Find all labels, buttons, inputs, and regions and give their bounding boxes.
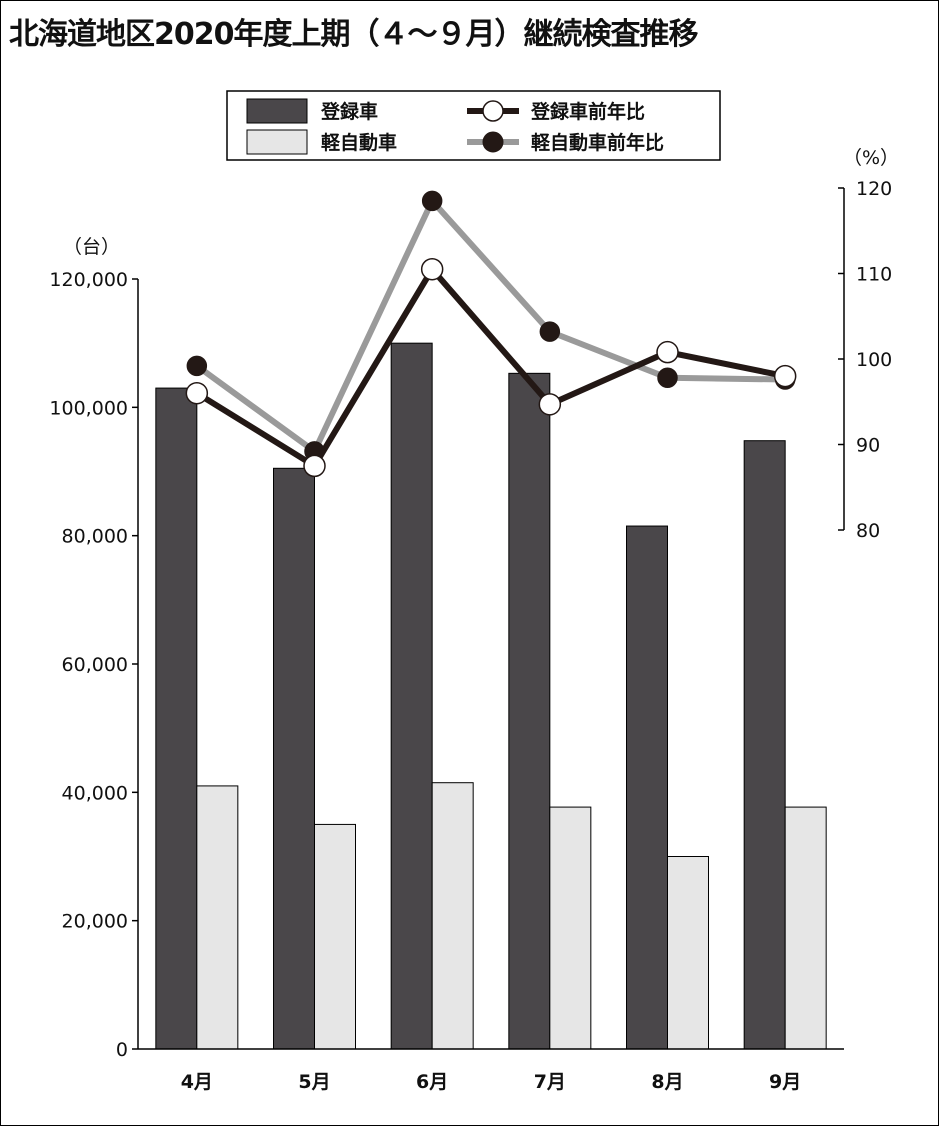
bar-registered-9 [743, 440, 786, 1050]
right-tick-label: 120 [856, 178, 892, 200]
legend-label-registered: 登録車 [320, 100, 378, 123]
left-tick-label: 120,000 [49, 269, 128, 291]
category-label: 5月 [298, 1071, 330, 1093]
point-kei-yoy-7 [539, 321, 561, 342]
point-registered-yoy-6 [420, 257, 444, 281]
bar-kei-6 [431, 782, 474, 1050]
point-kei-yoy-8 [657, 367, 678, 389]
chart-title: 北海道地区2020年度上期（４～９月）継続検査推移 [9, 17, 698, 52]
left-tick-label: 20,000 [62, 911, 128, 933]
bar-registered-5 [273, 467, 315, 1050]
bar-kei-9 [784, 806, 827, 1050]
left-tick-label: 80,000 [62, 526, 128, 548]
category-label: 7月 [534, 1071, 566, 1093]
legend-label-registered-yoy: 登録車前年比 [530, 100, 645, 123]
axes-layer: 0 20,000 40,000 60,000 80,000 100,000 120,000 8… [49, 178, 892, 1093]
point-registered-yoy-8 [656, 340, 679, 364]
point-registered-yoy-5 [303, 454, 326, 478]
line-kei-yoy [195, 195, 786, 456]
left-tick-label: 60,000 [62, 654, 128, 676]
point-kei-yoy-4 [186, 355, 208, 377]
right-tick-label: 80 [856, 520, 880, 542]
right-tick-label: 90 [856, 435, 880, 457]
bar-kei-7 [549, 806, 592, 1050]
line-registered-yoy [195, 264, 786, 471]
legend-marker-kei-yoy [482, 131, 504, 153]
bar-registered-6 [390, 342, 433, 1050]
legend-box [226, 90, 721, 161]
bar-registered-4 [155, 387, 198, 1050]
legend-label-kei: 軽自動車 [321, 131, 397, 154]
category-label: 4月 [181, 1071, 213, 1093]
right-tick-label: 110 [856, 264, 892, 286]
point-registered-yoy-7 [538, 393, 562, 416]
legend-marker-registered-yoy [482, 100, 504, 122]
bar-kei-8 [667, 856, 709, 1050]
legend-label-kei-yoy: 軽自動車前年比 [531, 131, 664, 154]
category-label: 9月 [769, 1071, 801, 1093]
left-tick-label: 100,000 [49, 397, 128, 419]
bar-kei-4 [196, 785, 239, 1050]
bar-registered-7 [508, 372, 551, 1050]
bar-registered-8 [626, 525, 668, 1050]
category-label: 8月 [651, 1071, 683, 1093]
legend: 登録車 軽自動車 登録車前年比 軽自動車前年比 [226, 90, 721, 161]
left-tick-label: 0 [116, 1039, 128, 1061]
category-label: 6月 [416, 1071, 448, 1093]
right-axis-unit: （%） [843, 147, 899, 169]
left-tick-label: 40,000 [62, 782, 128, 804]
legend-swatch-kei [246, 129, 308, 155]
legend-swatch-registered [246, 98, 308, 124]
point-registered-yoy-4 [185, 381, 209, 405]
lines-layer [185, 190, 797, 478]
point-kei-yoy-6 [421, 190, 443, 212]
bars-layer [155, 342, 827, 1050]
bar-kei-5 [314, 823, 356, 1050]
left-axis-unit: （台） [63, 236, 120, 258]
right-tick-label: 100 [856, 349, 892, 371]
point-registered-yoy-9 [773, 364, 797, 388]
